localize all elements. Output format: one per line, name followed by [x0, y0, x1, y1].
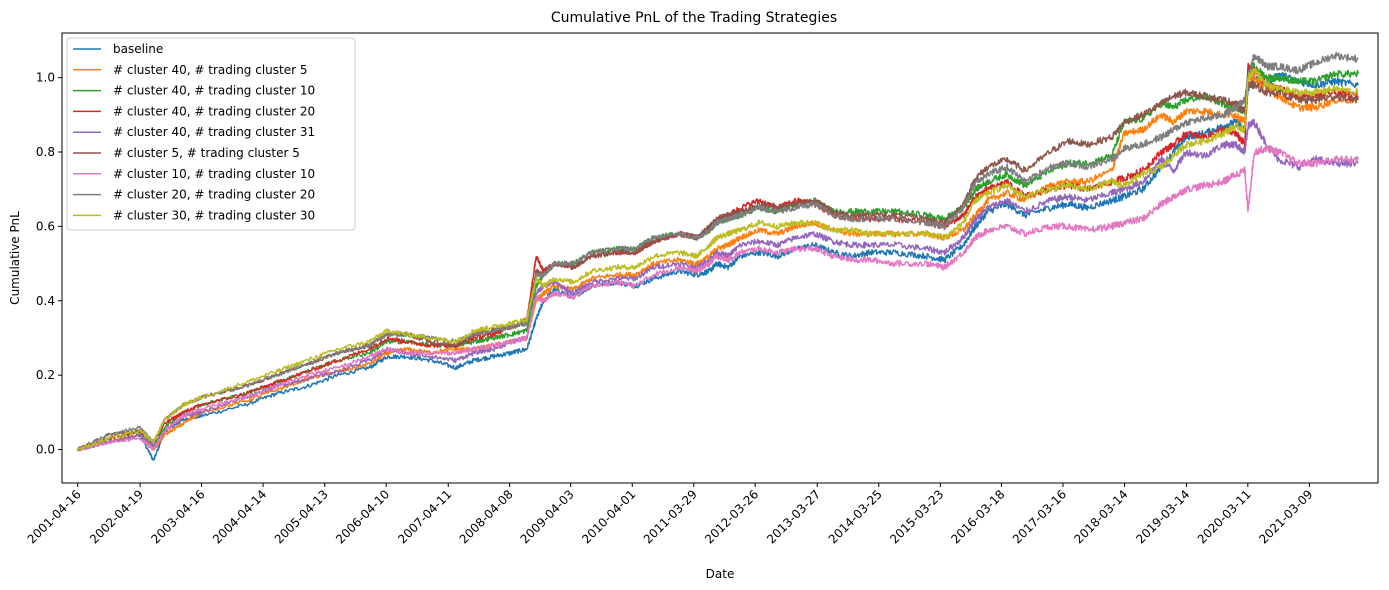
y-tick-label: 0.0 — [36, 443, 55, 457]
legend-label: # cluster 5, # trading cluster 5 — [113, 146, 300, 160]
legend-label: # cluster 30, # trading cluster 30 — [113, 208, 315, 222]
y-tick-label: 0.2 — [36, 368, 55, 382]
series-line-6 — [76, 144, 1359, 451]
chart-title: Cumulative PnL of the Trading Strategies — [551, 10, 837, 26]
legend-label: # cluster 40, # trading cluster 5 — [113, 63, 308, 77]
y-axis: 0.0 0.2 0.4 0.6 0.8 1.0 — [36, 71, 62, 457]
legend-label: # cluster 40, # trading cluster 20 — [113, 104, 315, 118]
series-line-3 — [76, 62, 1359, 451]
series-line-7 — [76, 51, 1359, 451]
plot-frame — [61, 32, 1379, 484]
y-axis-label: Cumulative PnL — [8, 211, 22, 305]
legend-label: # cluster 40, # trading cluster 10 — [113, 84, 315, 98]
legend-label: # cluster 40, # trading cluster 31 — [113, 125, 315, 139]
legend-label: # cluster 20, # trading cluster 20 — [113, 188, 315, 202]
y-tick-label: 0.6 — [36, 219, 55, 233]
legend-label: # cluster 10, # trading cluster 10 — [113, 167, 315, 181]
series-line-8 — [76, 67, 1359, 451]
y-tick-label: 1.0 — [36, 71, 55, 85]
plot-area — [76, 51, 1359, 461]
x-axis-label: Date — [706, 567, 735, 581]
legend-box — [66, 37, 356, 231]
y-tick-label: 0.4 — [36, 294, 55, 308]
y-tick-label: 0.8 — [36, 145, 55, 159]
legend: baseline # cluster 40, # trading cluster … — [66, 37, 356, 231]
legend-label: baseline — [113, 42, 163, 56]
